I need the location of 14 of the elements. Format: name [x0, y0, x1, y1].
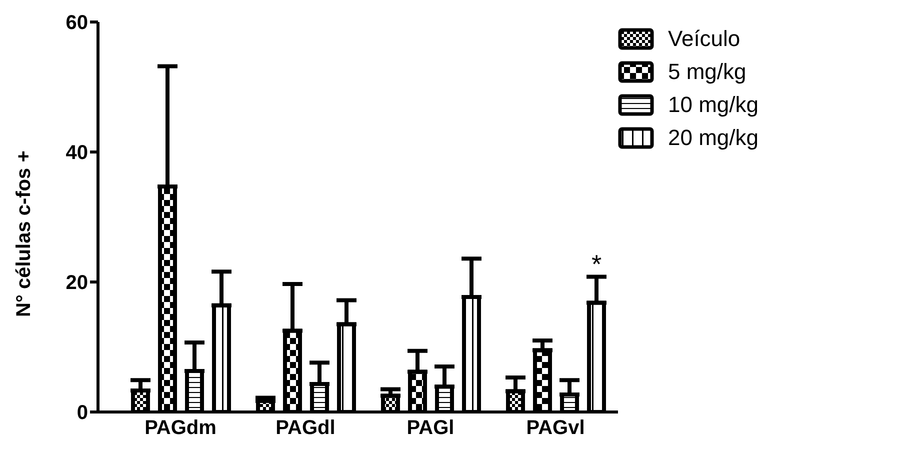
legend-label: 10 mg/kg [668, 92, 758, 118]
x-tick-label: PAGvl [526, 417, 585, 440]
legend-label: 5 mg/kg [668, 58, 746, 84]
x-tick-label: PAGl [406, 417, 454, 440]
y-tick-label: 40 [66, 142, 88, 164]
x-tick-label: PAGdm [144, 417, 216, 440]
y-tick-label: 20 [66, 272, 88, 294]
annotation: * [591, 248, 602, 279]
x-tick-label: PAGdl [276, 417, 336, 440]
legend-label: Veículo [668, 26, 740, 52]
y-axis-title: N° células c-fos + [13, 150, 36, 317]
legend-label: 20 mg/kg [668, 124, 758, 150]
y-tick-label: 60 [66, 12, 88, 34]
y-tick-label: 0 [76, 402, 88, 424]
